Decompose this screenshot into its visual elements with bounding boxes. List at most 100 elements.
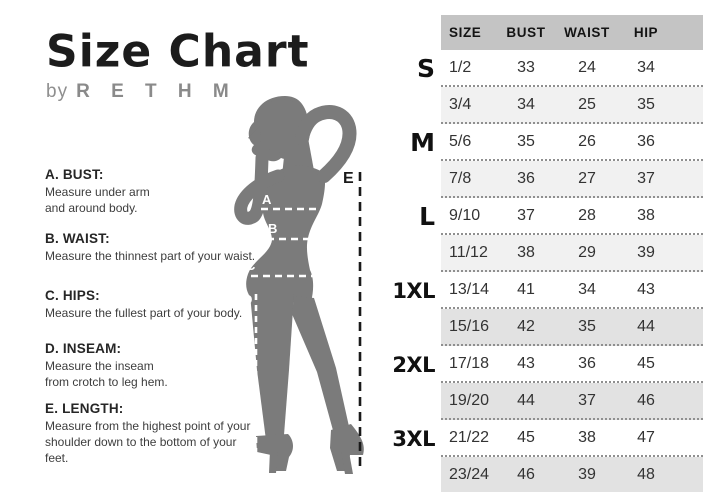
measurement-block-a: A. BUST: Measure under arm and around body… <box>45 167 260 217</box>
inseam-letter-label: D <box>243 292 252 307</box>
header-cell-waist: WAIST <box>564 25 610 40</box>
cell-hip: 47 <box>637 428 655 446</box>
cell-size: 1/2 <box>449 58 472 76</box>
measurement-description-line: Measure the fullest part of your body. <box>45 306 243 320</box>
cell-hip: 45 <box>637 354 655 372</box>
measurement-description-line: Measure from the highest point of your <box>45 419 251 433</box>
table-row: 15/16 42 35 44 <box>441 309 703 346</box>
group-label-l: L <box>419 202 435 231</box>
length-letter-label: E <box>343 170 354 187</box>
group-label-1xl: 1XL <box>392 278 435 303</box>
measurement-heading: D. INSEAM: <box>45 341 122 356</box>
cell-hip: 37 <box>637 169 655 187</box>
table-row: 7/8 36 27 37 <box>441 161 703 198</box>
cell-bust: 41 <box>517 280 535 298</box>
measurement-block-e: E. LENGTH: Measure from the highest point… <box>45 401 260 466</box>
measurement-description: Measure the fullest part of your body. <box>45 306 260 322</box>
cell-bust: 35 <box>517 132 535 150</box>
table-row: 5/6 35 26 36 <box>441 124 703 161</box>
cell-size: 5/6 <box>449 132 472 150</box>
brand-name: R E T H M <box>76 81 237 102</box>
measurement-block-c: C. HIPS: Measure the fullest part of your… <box>45 288 260 322</box>
header-cell-size: SIZE <box>449 25 482 40</box>
table-row: 11/12 38 29 39 <box>441 235 703 272</box>
group-label-2xl: 2XL <box>392 352 435 377</box>
figure-silhouette: A B C D E <box>210 88 400 480</box>
cell-waist: 37 <box>578 391 596 409</box>
cell-size: 21/22 <box>449 428 490 446</box>
cell-size: 17/18 <box>449 354 490 372</box>
cell-bust: 38 <box>517 243 535 261</box>
table-row: 19/20 44 37 46 <box>441 383 703 420</box>
cell-waist: 35 <box>578 317 596 335</box>
left-arm-shape <box>234 151 285 225</box>
left-heel-spike <box>269 450 278 473</box>
right-arm-shape <box>295 105 357 183</box>
group-label-m: M <box>410 128 435 157</box>
measurement-heading: A. BUST: <box>45 167 104 182</box>
hips-letter-label: C <box>246 258 256 273</box>
cell-bust: 42 <box>517 317 535 335</box>
size-group-rail: S M L 1XL 2XL 3XL <box>391 15 435 495</box>
cell-hip: 46 <box>637 391 655 409</box>
measurement-description-line: Measure the thinnest part of your waist. <box>45 249 256 263</box>
cell-bust: 37 <box>517 206 535 224</box>
byline: by R E T H M <box>46 81 310 103</box>
table-row: 3/4 34 25 35 <box>441 87 703 124</box>
cell-size: 7/8 <box>449 169 472 187</box>
right-leg-shape <box>292 296 352 445</box>
measurement-heading: C. HIPS: <box>45 288 100 303</box>
cell-hip: 43 <box>637 280 655 298</box>
table-header-row: SIZE BUST WAIST HIP <box>441 15 703 50</box>
table-row: 21/22 45 38 47 <box>441 420 703 457</box>
cell-hip: 39 <box>637 243 655 261</box>
face-profile <box>248 126 261 144</box>
header-cell-hip: HIP <box>633 25 659 40</box>
cell-waist: 38 <box>578 428 596 446</box>
cell-waist: 28 <box>578 206 596 224</box>
measurement-description-line: and around body. <box>45 200 138 215</box>
cell-hip: 44 <box>637 317 655 335</box>
cell-waist: 26 <box>578 132 596 150</box>
cell-hip: 38 <box>637 206 655 224</box>
left-leg-shape <box>250 294 294 448</box>
right-heel-spike <box>341 452 353 474</box>
cell-size: 11/12 <box>449 243 488 261</box>
waist-letter-label: B <box>268 221 277 236</box>
measurement-description-line: from crotch to leg hem. <box>45 374 168 389</box>
cell-waist: 36 <box>578 354 596 372</box>
table-row: 1/2 33 24 34 <box>441 50 703 87</box>
right-shoe <box>330 424 364 471</box>
group-label-3xl: 3XL <box>392 426 435 451</box>
table-row: 23/24 46 39 48 <box>441 457 703 492</box>
table-row: 17/18 43 36 45 <box>441 346 703 383</box>
table-body: 1/2 33 24 34 3/4 34 25 35 5/6 35 26 36 7/8 36 27 37 9/10… <box>441 50 703 492</box>
group-label-s: S <box>416 54 435 83</box>
cell-waist: 29 <box>578 243 596 261</box>
cell-waist: 25 <box>578 95 596 113</box>
cell-hip: 34 <box>637 58 655 76</box>
measurement-block-d: D. INSEAM: Measure the inseam from crotch … <box>45 341 260 391</box>
measurement-heading: B. WAIST: <box>45 231 110 246</box>
cell-bust: 45 <box>517 428 535 446</box>
bust-letter-label: A <box>262 192 272 207</box>
woman-silhouette-svg: A B C D E <box>234 96 364 474</box>
table-row: 9/10 37 28 38 <box>441 198 703 235</box>
measurement-heading: E. LENGTH: <box>45 401 124 416</box>
byline-by: by <box>46 81 69 102</box>
cell-hip: 48 <box>637 465 655 483</box>
header-cell-bust: BUST <box>506 25 546 40</box>
cell-size: 3/4 <box>449 95 472 113</box>
cell-size: 13/14 <box>449 280 490 298</box>
cell-bust: 34 <box>517 95 535 113</box>
measurement-description: Measure the inseam from crotch to leg hem… <box>45 359 260 391</box>
cell-size: 23/24 <box>449 465 490 483</box>
cell-hip: 35 <box>637 95 655 113</box>
measurement-description-line: Measure the inseam <box>45 359 154 373</box>
cell-hip: 36 <box>637 132 655 150</box>
cell-bust: 36 <box>517 169 535 187</box>
cell-size: 15/16 <box>449 317 490 335</box>
measurement-description: Measure from the highest point of your sh… <box>45 419 260 466</box>
cell-waist: 34 <box>578 280 596 298</box>
